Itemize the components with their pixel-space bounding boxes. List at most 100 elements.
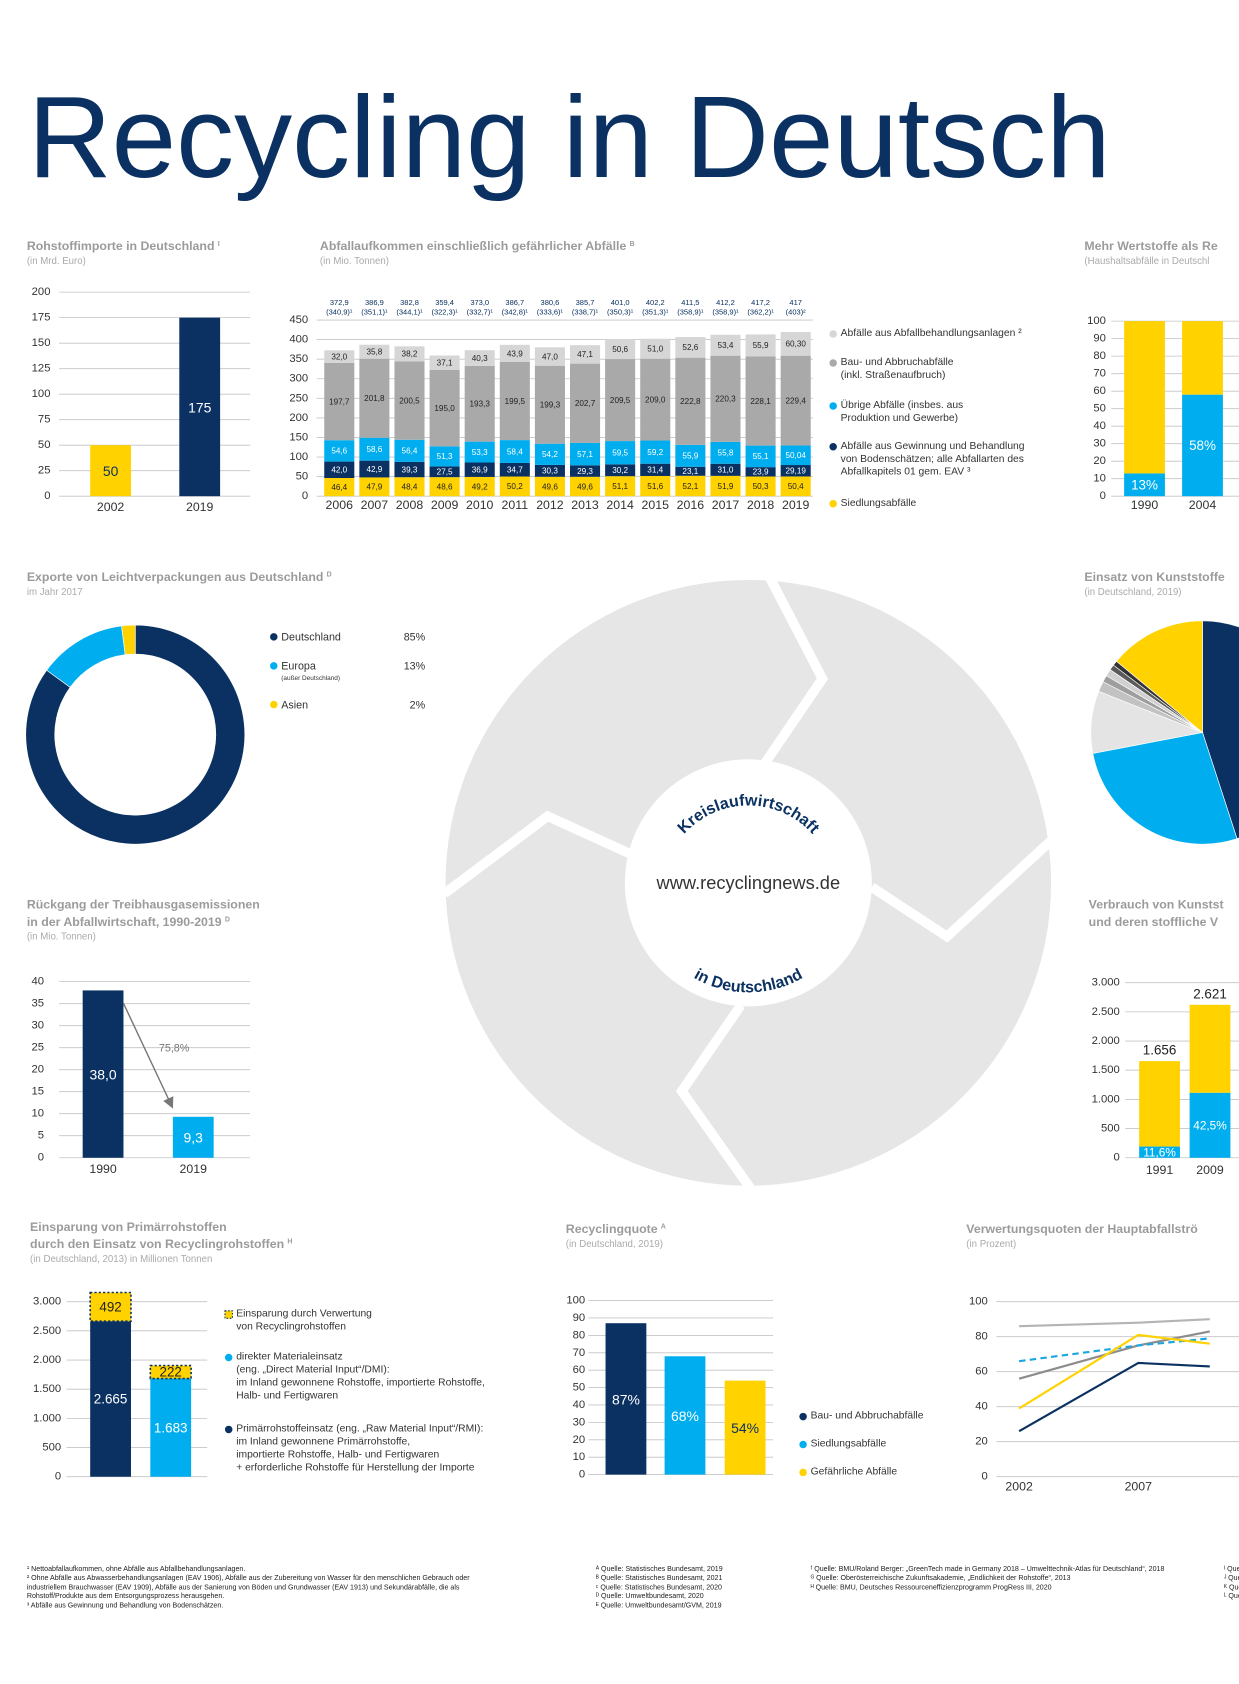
total-label: 401,0: [611, 298, 630, 307]
bar-segment: [534, 464, 565, 477]
y-tick-label: 90: [1093, 333, 1106, 345]
wedge: [1116, 620, 1203, 734]
segment-label: 50,3: [753, 482, 769, 491]
total-label: 1.656: [1143, 1043, 1177, 1058]
chart-title: in der Abfallwirtschaft, 1990-2019 D: [27, 915, 230, 929]
bar-segment: [675, 357, 706, 445]
chart-subtitle: (in Deutschland, 2013) in Millionen Tonn…: [30, 1254, 212, 1265]
segment-label: 55,1: [753, 452, 769, 461]
bar-segment: [605, 476, 636, 497]
wedge: [46, 625, 126, 688]
bar-segment: [1182, 321, 1223, 395]
legend-label: Abfälle aus Gewinnung und Behandlung von…: [840, 439, 1025, 478]
segment-label: 23,1: [682, 467, 698, 476]
y-tick-label: 0: [579, 1469, 585, 1481]
segment-label: 60,30: [785, 340, 806, 349]
y-tick-label: 175: [32, 312, 51, 324]
total-label: 372,9: [330, 298, 349, 307]
segment-label: 29,3: [577, 467, 593, 476]
x-tick-label: 1990: [1131, 498, 1159, 512]
y-tick-label: 10: [1093, 473, 1106, 485]
legend-label: Abfälle aus Abfallbehandlungsanlagen ²: [840, 327, 1022, 339]
bar-segment: [149, 1364, 192, 1380]
segment-label: 30,3: [542, 467, 558, 476]
chart-title: Verwertungsquoten der Hauptabfallströ: [966, 1222, 1198, 1236]
legend-sublabel: (außer Deutschland): [281, 675, 340, 682]
y-tick-label: 60: [1093, 385, 1106, 397]
y-tick-label: 50: [573, 1382, 586, 1394]
bar-value-label: 175: [188, 399, 211, 415]
bar-segment: [499, 462, 530, 477]
line-series: [1018, 1333, 1210, 1410]
y-tick-label: 0: [982, 1471, 988, 1483]
chart-title: Mehr Wertstoffe als Re: [1084, 239, 1217, 253]
bar-segment: [745, 334, 776, 357]
y-tick-label: 0: [44, 490, 50, 502]
legend-swatch: [799, 1440, 807, 1449]
cycle-gap: [869, 834, 1058, 943]
segment-label: 31,0: [718, 466, 734, 475]
segment-label: 51,0: [647, 345, 663, 354]
y-tick-label: 15: [31, 1086, 44, 1098]
subtotal-label: (338,7)¹: [572, 308, 599, 317]
bar-segment: [324, 478, 355, 497]
x-tick-label: 2002: [1005, 1480, 1033, 1494]
segment-label: 55,9: [682, 452, 698, 461]
wedge: [1202, 620, 1239, 840]
y-tick-label: 80: [573, 1329, 586, 1341]
segment-label: 23,9: [753, 468, 769, 477]
bar-segment: [1124, 321, 1165, 474]
legend-label: Gefährliche Abfälle: [810, 1465, 898, 1478]
x-tick-label: 2018: [747, 498, 775, 512]
share-label: 42,5%: [1193, 1119, 1227, 1133]
subtotal-label: (351,1)¹: [361, 308, 388, 317]
chart-title: Rohstoffimporte in Deutschland I: [27, 239, 220, 253]
subtotal-label: (340,9)¹: [326, 308, 353, 317]
legend-label: Siedlungsabfälle: [810, 1437, 887, 1450]
y-tick-label: 10: [31, 1108, 44, 1120]
bar: [724, 1380, 766, 1475]
bar-segment: [534, 347, 565, 366]
x-tick-label: 2008: [396, 498, 424, 512]
bar-segment: [324, 461, 355, 479]
bar-segment: [710, 475, 741, 497]
bar-segment: [429, 446, 460, 467]
bar-value-label: 54%: [731, 1420, 759, 1436]
legend-swatch: [829, 359, 837, 367]
subtotal-label: (333,6)¹: [537, 308, 564, 317]
segment-label: 47,0: [542, 352, 558, 361]
total-label: 412,2: [716, 298, 735, 307]
bar-segment: [605, 464, 636, 477]
segment-label: 38,2: [402, 350, 418, 359]
y-tick-label: 350: [289, 353, 308, 365]
segment-label: 13%: [1131, 477, 1158, 492]
bar-value-label: 68%: [671, 1408, 699, 1424]
bar-segment: [745, 476, 776, 497]
segment-label: 51,3: [437, 452, 453, 461]
legend-swatch: [829, 443, 837, 451]
y-tick-label: 50: [296, 471, 309, 483]
segment-label: 2.665: [94, 1392, 128, 1407]
y-tick-label: 35: [31, 998, 44, 1010]
subtotal-label: (342,8)¹: [502, 308, 529, 317]
segment-label: 222,8: [680, 397, 701, 406]
bar-segment: [745, 445, 776, 468]
subtotal-label: (358,9)¹: [677, 308, 704, 317]
segment-label: 32,0: [331, 352, 347, 361]
segment-label: 36,9: [472, 466, 488, 475]
bar-segment: [640, 338, 671, 359]
segment-label: 43,9: [507, 349, 523, 358]
y-tick-label: 250: [289, 392, 308, 404]
cycle-gap: [675, 1002, 756, 1193]
legend-swatch: [829, 330, 837, 338]
segment-label: 209,0: [645, 395, 666, 404]
y-tick-label: 2.000: [33, 1354, 61, 1366]
bar-segment: [429, 466, 460, 478]
bar-segment: [640, 475, 671, 497]
segment-label: 53,4: [718, 341, 734, 350]
bar-segment: [1189, 1092, 1231, 1158]
legend-label: Bau- und Abbruchabfälle: [810, 1409, 924, 1422]
bar-segment: [394, 477, 425, 497]
segment-label: 42,9: [366, 465, 382, 474]
y-tick-label: 0: [302, 490, 308, 502]
